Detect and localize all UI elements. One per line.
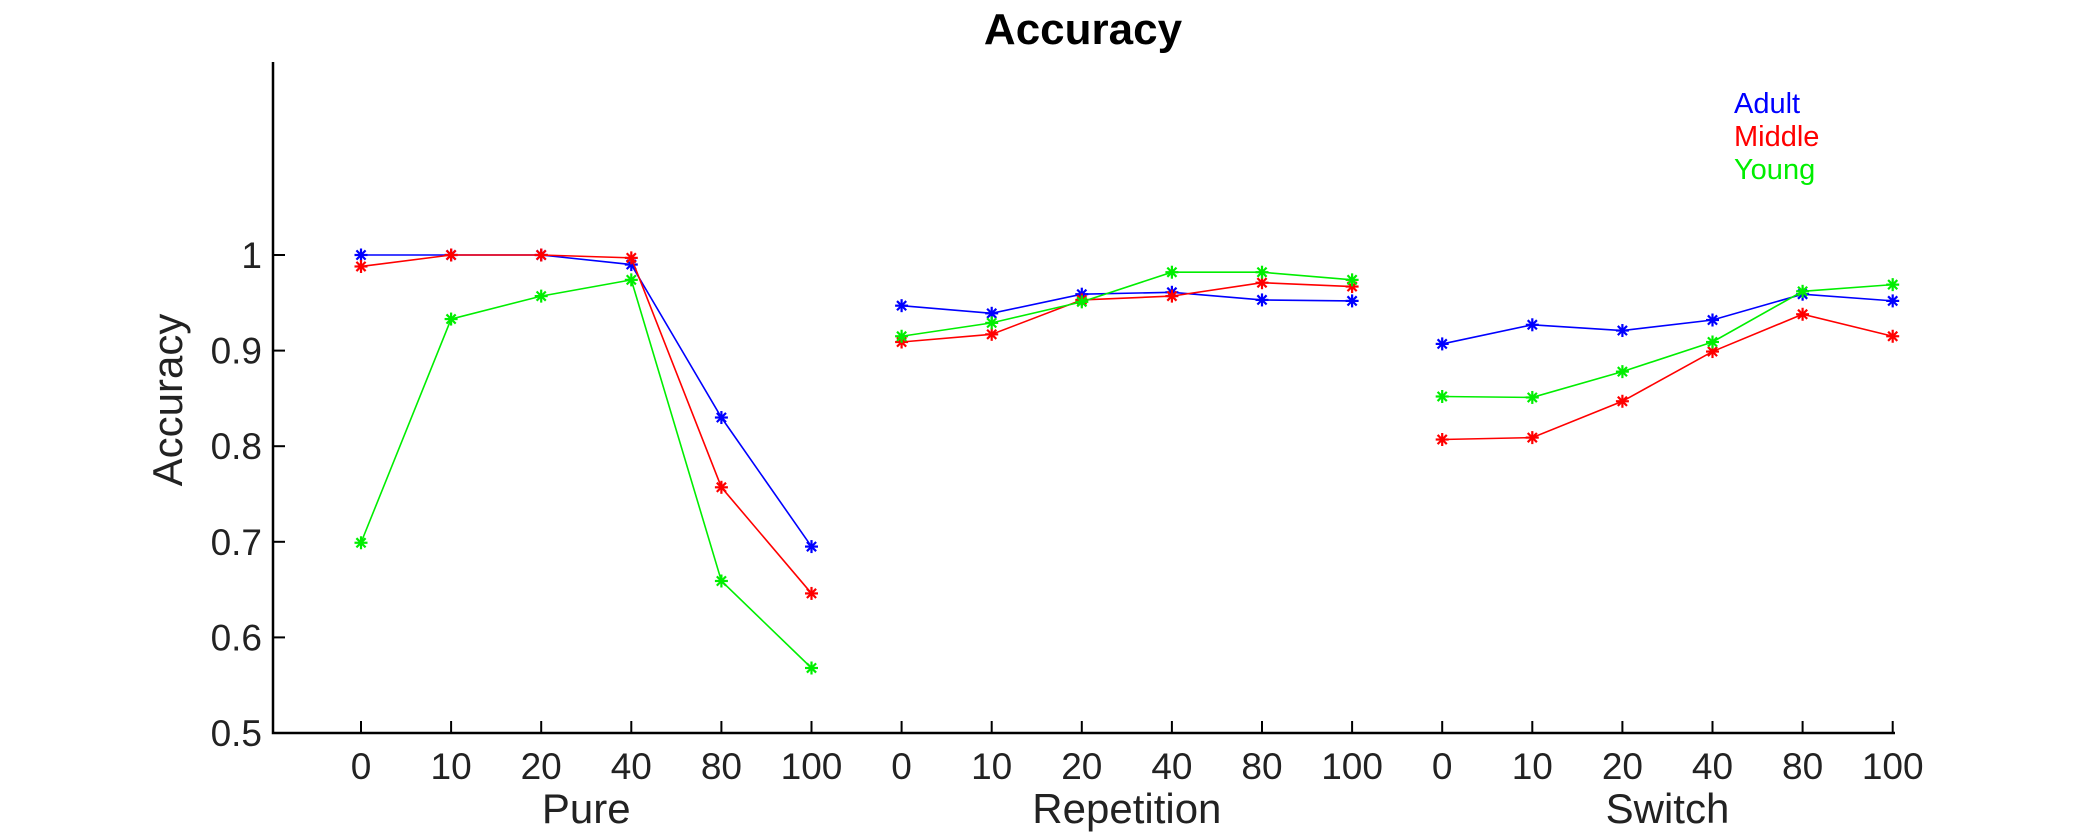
y-tick-label: 1	[241, 235, 262, 276]
series-line-young	[901, 271, 1353, 338]
data-point-marker	[985, 306, 999, 320]
data-point-marker	[985, 327, 999, 341]
data-point-marker	[1615, 394, 1629, 408]
series-line-middle	[360, 254, 813, 594]
x-tick-label: 0	[891, 746, 912, 787]
data-point-marker	[534, 289, 548, 303]
x-tick-label: 40	[1692, 746, 1733, 787]
legend-entry-middle: Middle	[1734, 121, 1819, 153]
data-point-marker	[1255, 293, 1269, 307]
data-point-marker	[895, 329, 909, 343]
x-tick-label: 40	[1151, 746, 1192, 787]
data-point-marker	[1615, 324, 1629, 338]
series-line-adult	[1442, 293, 1893, 345]
series-middle	[354, 248, 1900, 600]
data-point-marker	[1165, 289, 1179, 303]
series-adult	[354, 248, 1900, 554]
x-tick-label: 80	[701, 746, 742, 787]
data-point-marker	[1706, 335, 1719, 349]
series-line-young	[1442, 283, 1893, 399]
series-line-middle	[1442, 313, 1893, 441]
data-point-marker	[354, 248, 368, 262]
x-tick-label: 100	[1321, 746, 1383, 787]
data-point-marker	[1435, 433, 1449, 447]
data-point-marker	[985, 316, 999, 330]
data-point-marker	[1345, 273, 1359, 287]
data-point-marker	[895, 299, 909, 313]
data-point-marker	[1706, 345, 1719, 359]
group-label-pure: Pure	[542, 785, 631, 832]
x-tick-label: 20	[1602, 746, 1643, 787]
x-tick-label: 0	[1432, 746, 1453, 787]
data-point-marker	[714, 480, 728, 494]
y-axis-label: Accuracy	[144, 314, 191, 487]
data-point-marker	[1525, 431, 1539, 445]
series-young	[354, 265, 1900, 675]
y-tick-label: 0.8	[211, 426, 262, 467]
x-tick-label: 0	[351, 746, 372, 787]
y-tick-label: 0.7	[211, 522, 262, 563]
data-point-marker	[805, 661, 818, 675]
data-point-marker	[1886, 294, 1900, 308]
x-tick-label: 20	[1061, 746, 1102, 787]
x-tick-label: 100	[1862, 746, 1924, 787]
data-point-marker	[354, 259, 368, 273]
x-tick-label: 100	[781, 746, 843, 787]
data-point-marker	[1615, 365, 1629, 379]
data-point-marker	[1796, 307, 1810, 321]
y-tick-label: 0.9	[211, 331, 262, 372]
data-point-marker	[534, 248, 548, 262]
x-tick-label: 10	[1512, 746, 1553, 787]
x-tick-label: 80	[1241, 746, 1282, 787]
data-point-marker	[1345, 294, 1359, 308]
x-tick-label: 20	[521, 746, 562, 787]
series-line-middle	[901, 281, 1353, 343]
group-label-switch: Switch	[1606, 785, 1730, 832]
data-point-marker	[1255, 265, 1269, 279]
data-point-marker	[805, 540, 818, 554]
data-point-marker	[805, 586, 818, 600]
y-axis-ticks: 0.5 0.6 0.7 0.8 0.9 1	[211, 235, 285, 754]
data-point-marker	[1796, 284, 1810, 298]
data-point-marker	[624, 251, 638, 265]
x-axis-ticks: 0 10 20 40 80 100 0 10 20 40 80 100 0 10 20 40 80 100	[351, 721, 1924, 787]
x-tick-label: 10	[971, 746, 1012, 787]
data-point-marker	[714, 574, 728, 588]
data-point-marker	[444, 248, 458, 262]
y-tick-label: 0.6	[211, 617, 262, 658]
x-tick-label: 40	[611, 746, 652, 787]
x-group-labels: Pure Repetition Switch	[542, 785, 1729, 832]
data-point-marker	[444, 312, 458, 326]
data-point-marker	[1525, 390, 1539, 404]
legend-entry-young: Young	[1734, 154, 1815, 186]
axes-frame	[271, 62, 1895, 735]
series-layer	[354, 248, 1900, 675]
data-point-marker	[624, 273, 638, 287]
data-point-marker	[1886, 329, 1900, 343]
data-point-marker	[1435, 337, 1449, 351]
data-point-marker	[354, 536, 368, 550]
data-point-marker	[1255, 276, 1269, 290]
data-point-marker	[1435, 389, 1449, 403]
data-point-marker	[1706, 313, 1719, 327]
series-line-adult	[901, 291, 1353, 315]
data-point-marker	[1165, 265, 1179, 279]
legend-entry-adult: Adult	[1734, 88, 1800, 120]
x-tick-label: 10	[431, 746, 472, 787]
data-point-marker	[1886, 278, 1900, 292]
group-label-repetition: Repetition	[1032, 785, 1221, 832]
data-point-marker	[714, 411, 728, 425]
chart-title: Accuracy	[984, 5, 1183, 54]
data-point-marker	[1075, 295, 1089, 309]
data-point-marker	[1525, 318, 1539, 332]
y-tick-label: 0.5	[211, 713, 262, 754]
series-line-adult	[361, 254, 813, 548]
x-tick-label: 80	[1782, 746, 1823, 787]
series-line-young	[360, 278, 813, 669]
